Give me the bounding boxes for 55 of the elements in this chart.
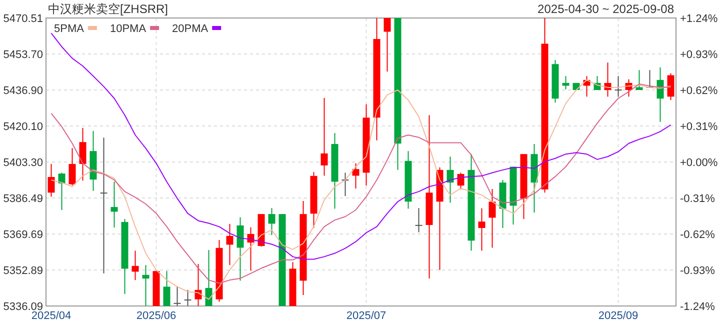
x-tick-label: 2025/04 [31,310,72,320]
chart-subtitle: 2025-04-30 ~ 2025-09-08 [538,2,674,16]
candlestick [173,286,182,306]
candlestick [636,70,643,91]
legend-label: 20PMA [172,23,209,35]
y-tick-label: 5386.49 [3,193,43,206]
candlestick [163,270,170,306]
candlestick [205,250,212,306]
candlestick [478,208,486,252]
legend-label: 10PMA [110,23,147,35]
y2-tick-label: -0.93% [680,265,716,277]
candlestick [48,163,55,198]
candlestick [226,223,234,266]
candlestick [562,76,570,90]
y2-tick-label: -1.24% [680,301,716,313]
candlestick [184,289,192,306]
y-tick-label: 5436.90 [3,85,43,98]
candlestick [268,208,276,236]
y-tick-label: 5420.10 [3,121,43,134]
x-tick-label: 2025/09 [598,310,638,320]
candlestick [457,172,464,190]
y-tick-label: 5352.89 [3,265,43,278]
y-tick-label: 5336.09 [3,301,43,313]
candlestick [352,162,360,190]
candlestick [236,216,244,282]
candlestick [68,148,76,186]
candlestick [79,127,86,182]
y-tick-label: 5453.70 [3,49,43,62]
candlestick [667,72,674,101]
candlestick [132,250,139,281]
y2-tick-label: +0.62% [680,85,718,97]
y-tick-label: 5403.30 [3,157,43,169]
y2-tick-label: -0.62% [680,229,716,241]
candlestick [142,264,150,306]
y2-tick-label: +0.00% [680,157,718,169]
candlestick [100,137,108,274]
candlestick [58,172,66,210]
candlestick [488,188,496,248]
candlestick [446,156,454,204]
y-tick-label: 5470.51 [3,13,43,25]
candlestick [110,181,118,228]
chart-title: 中汉粳米卖空[ZHSRR] [48,2,168,16]
legend-label: 5PMA [54,23,85,35]
y2-tick-label: +0.93% [680,49,718,61]
candlestick [384,18,391,72]
candlestick [320,97,328,176]
x-tick-label: 2025/07 [346,310,386,320]
y2-tick-label: -0.31% [680,193,716,205]
candlestick [614,76,622,98]
y-tick-label: 5369.69 [3,229,43,242]
y2-tick-label: +0.31% [680,121,718,133]
y2-tick-label: +1.24% [680,13,718,25]
x-tick-label: 2025/06 [136,310,176,320]
candlestick [414,208,423,233]
line-series [50,32,672,260]
